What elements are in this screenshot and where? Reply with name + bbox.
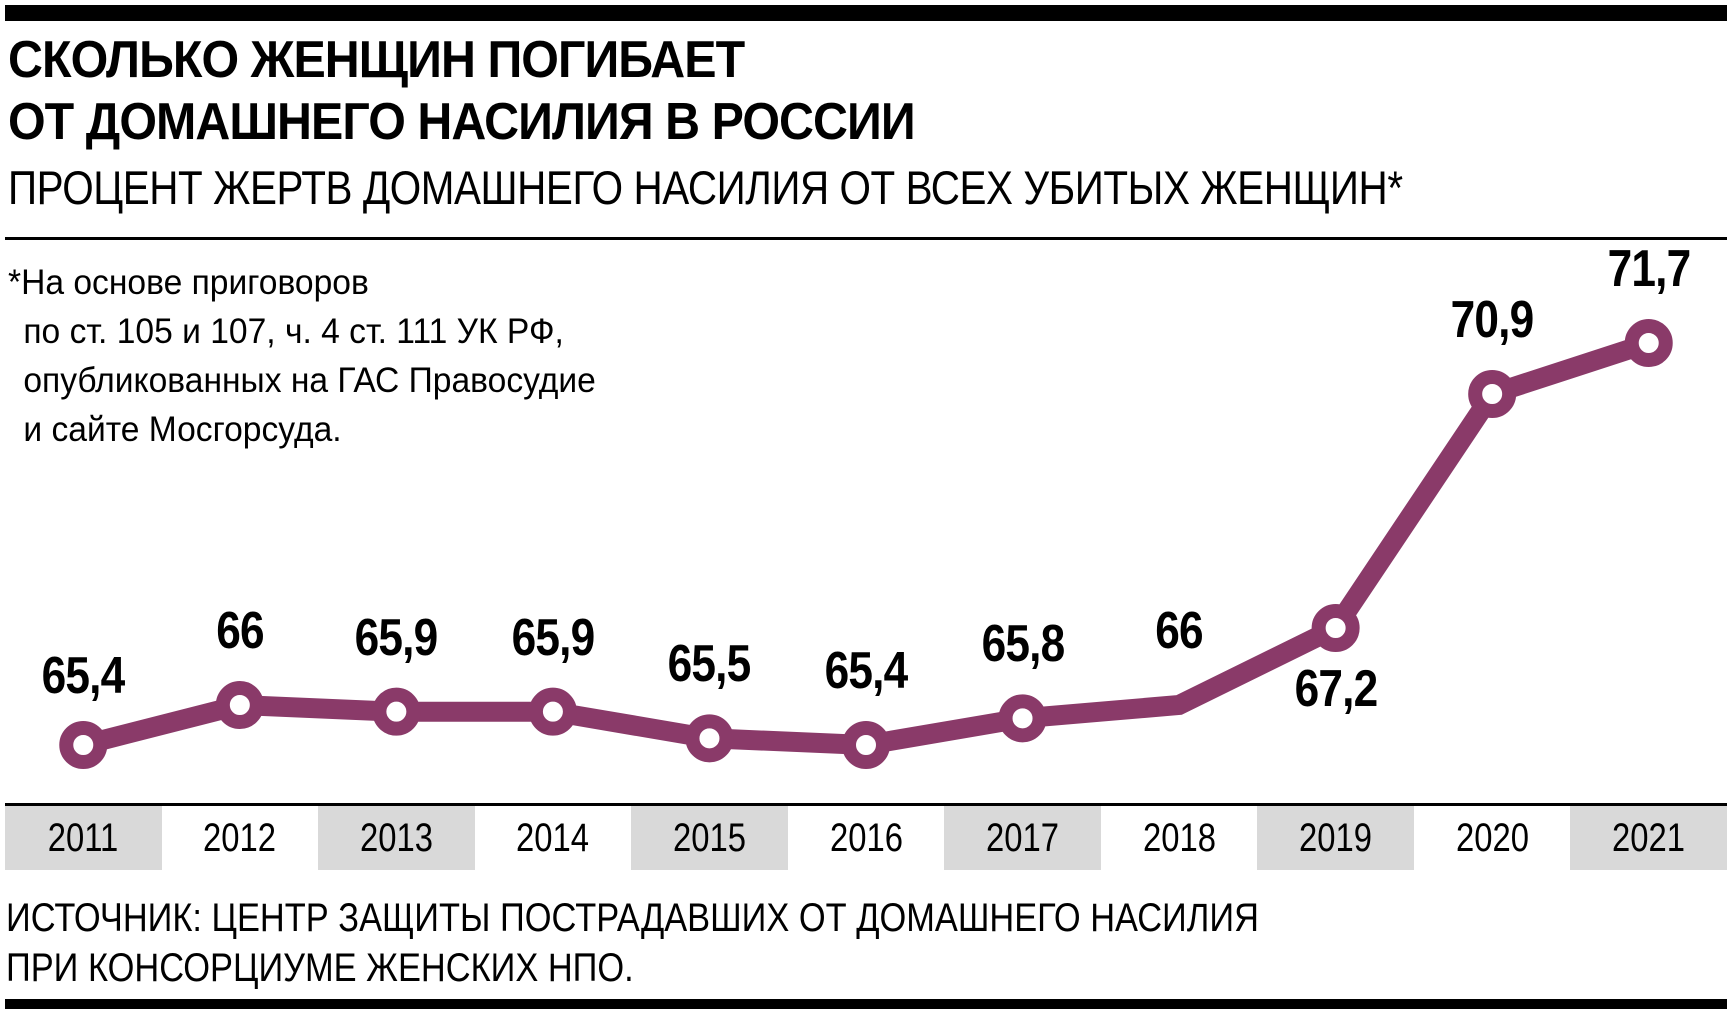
x-tick-2021: 2021 <box>1570 806 1728 870</box>
data-point-marker <box>528 687 577 736</box>
footnote-line: опубликованных на ГАС Правосудие <box>23 361 596 400</box>
x-tick-2011: 2011 <box>5 806 162 870</box>
x-tick-2016: 2016 <box>829 815 903 860</box>
x-tick-2015: 2015 <box>631 806 788 870</box>
data-markers <box>59 319 1673 769</box>
x-tick-2018: 2018 <box>1142 815 1216 860</box>
data-label-2011: 65,4 <box>41 647 125 705</box>
x-tick-2014: 2014 <box>516 815 590 860</box>
data-label-2017: 65,8 <box>981 615 1064 674</box>
x-tick-2013: 2013 <box>318 806 475 870</box>
top-rule-bar <box>5 5 1727 21</box>
footnote-line: *На основе приговоров <box>8 263 369 302</box>
data-label-2015: 65,5 <box>668 635 751 694</box>
source-line2: ПРИ КОНСОРЦИУМЕ ЖЕНСКИХ НПО. <box>6 946 634 990</box>
data-label-2012: 66 <box>216 602 264 660</box>
data-label-2014: 65,9 <box>511 608 595 667</box>
data-point-marker <box>1468 370 1517 418</box>
data-point-marker <box>1311 604 1360 652</box>
data-point-marker <box>998 694 1047 743</box>
data-label-2019: 67,2 <box>1294 660 1377 718</box>
header-divider <box>5 237 1727 240</box>
footnote: *На основе приговоров по ст. 105 и 107, … <box>8 258 596 454</box>
data-point-marker <box>685 714 734 763</box>
bottom-rule-bar <box>5 999 1727 1009</box>
data-point-marker <box>59 721 108 769</box>
data-label-2016: 65,4 <box>824 642 908 700</box>
data-label-2020: 70,9 <box>1450 291 1534 349</box>
x-tick-2020: 2020 <box>1455 815 1529 860</box>
source-note: ИСТОЧНИК: ЦЕНТР ЗАЩИТЫ ПОСТРАДАВШИХ ОТ Д… <box>6 893 1259 993</box>
x-axis-line <box>5 803 1727 806</box>
data-point-marker <box>842 721 890 769</box>
footnote-line: по ст. 105 и 107, ч. 4 ст. 111 УК РФ, <box>23 312 564 351</box>
data-label-2018: 66 <box>1155 602 1203 660</box>
data-label-2021: 71,7 <box>1607 240 1691 298</box>
data-point-marker <box>215 681 264 729</box>
chart-subtitle: ПРОЦЕНТ ЖЕРТВ ДОМАШНЕГО НАСИЛИЯ ОТ ВСЕХ … <box>8 161 1403 214</box>
x-tick-2012: 2012 <box>203 815 277 860</box>
chart-title-line2: ОТ ДОМАШНЕГО НАСИЛИЯ В РОССИИ <box>8 93 916 151</box>
x-axis-years: 2011 2012 2013 2014 2015 2016 2017 2018 … <box>5 806 1728 870</box>
x-tick-2017: 2017 <box>944 806 1101 870</box>
data-label-2013: 65,9 <box>355 608 438 667</box>
data-point-marker <box>372 687 421 736</box>
footnote-line: и сайте Мосгорсуда. <box>23 410 342 449</box>
x-tick-2019: 2019 <box>1257 806 1414 870</box>
data-point-marker <box>1624 319 1673 367</box>
source-line1: ИСТОЧНИК: ЦЕНТР ЗАЩИТЫ ПОСТРАДАВШИХ ОТ Д… <box>6 896 1259 940</box>
chart-title-line1: СКОЛЬКО ЖЕНЩИН ПОГИБАЕТ <box>8 31 745 89</box>
